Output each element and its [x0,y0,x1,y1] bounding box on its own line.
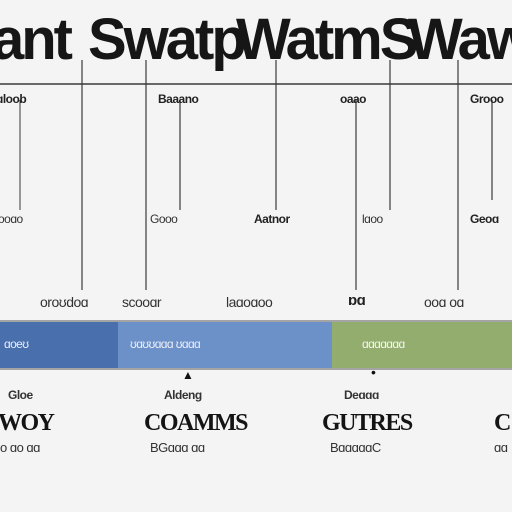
column-sub-1: o ɑo ɑɑ [0,440,40,455]
column-heading-2: COAMMS [144,410,248,436]
top-label-4: Grooo [470,92,504,106]
band-label-1: ɑoeʊ [4,337,29,351]
marker-dot-icon: • [371,364,376,380]
band-label-3: ɑɑɑɑɑɑɑ [362,337,405,351]
top-label-2: Baaano [158,92,199,106]
column-sub-2: BGɑɑɑ ɑɑ [150,440,205,455]
lower-label-3: laɑoɑoo [226,294,273,310]
mid-label-1: ooɑo [0,212,23,226]
lower-label-5: ooɑ oɑ [424,294,464,310]
mid-label-2: Gooo [150,212,178,226]
top-label-3: oaao [340,92,367,106]
top-label-1: ɑloob [0,92,27,106]
title-part-4: Waw [408,7,512,72]
mid-label-3: Aatnor [254,212,290,226]
band-segment-2 [118,322,332,368]
lower-label-2: scooɑr [122,294,162,310]
column-caption-1: Gloe [8,388,33,402]
lower-label-1: oroʊdoɑ [40,294,89,310]
column-heading-1: WOY [0,410,55,436]
band-segment-3 [332,322,512,368]
title-part-3: WatmS [236,7,418,72]
marker-triangle-icon: ▲ [182,368,194,382]
column-sub-4: ɑɑ [494,440,508,455]
mid-label-4: lɑoo [362,212,383,226]
band-segment-1 [0,322,118,368]
band-label-2: ʊɑʊʊɑɑɑ ʊɑɑɑ [130,337,201,351]
title-row: ant Swatp WatmS Waw [0,0,512,78]
title-part-1: ant [0,7,73,72]
title-part-2: Swatp [88,7,247,72]
column-caption-2: Aldeng [164,388,202,402]
column-caption-3: Deɑɑɑ [344,388,379,402]
column-heading-4: C [494,410,511,436]
mid-label-5: Geoɑ [470,212,499,226]
column-sub-3: BɑɑɑɑɑC [330,440,381,455]
lower-label-4: ɒɑ [348,292,366,309]
column-heading-3: GUTRES [322,410,413,436]
